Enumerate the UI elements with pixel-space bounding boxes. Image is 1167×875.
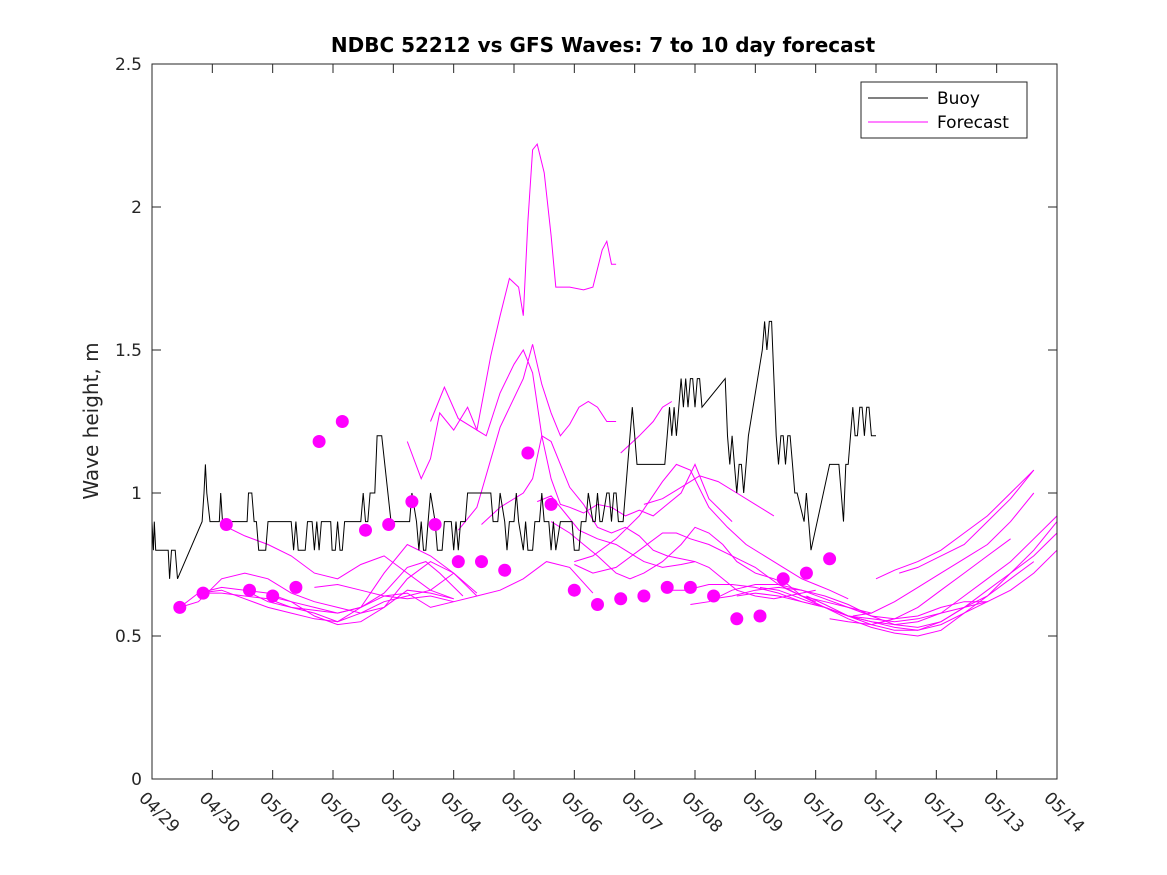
forecast-line: [406, 348, 733, 522]
chart-title: NDBC 52212 vs GFS Waves: 7 to 10 day for…: [331, 33, 876, 57]
forecast-marker: [544, 497, 558, 511]
forecast-line: [179, 561, 464, 614]
forecast-line: [314, 561, 594, 608]
forecast-marker: [637, 589, 651, 603]
forecast-line: [736, 549, 1057, 631]
forecast-line: [713, 561, 1035, 628]
forecast-marker: [219, 518, 233, 531]
buoy-line: [152, 320, 876, 579]
forecast-line: [179, 572, 454, 614]
plot-area: [152, 64, 1057, 779]
y-tick-label: 2: [131, 198, 142, 218]
legend-forecast-label: Forecast: [937, 113, 1009, 133]
forecast-marker: [196, 586, 210, 600]
forecast-marker: [428, 518, 442, 531]
forecast-line: [198, 592, 454, 614]
forecast-line: [690, 584, 988, 620]
y-tick-label: 0: [131, 770, 142, 790]
plot-frame: [151, 63, 1058, 780]
forecast-line: [829, 538, 1011, 626]
forecast-line: [759, 532, 1057, 631]
forecast-line: [481, 435, 696, 563]
forecast-line: [643, 475, 775, 517]
forecast-line: [620, 401, 673, 454]
forecast-line: [574, 463, 849, 600]
y-tick-label: 2.5: [115, 55, 142, 75]
y-axis-ticks: 0 0.5 1 1.5 2 2.5: [115, 55, 1057, 790]
forecast-marker: [683, 580, 697, 594]
forecast-marker: [567, 583, 581, 597]
forecast-line: [852, 492, 1035, 617]
y-axis-label: Wave height, m: [79, 342, 103, 499]
forecast-line: [430, 142, 617, 431]
forecast-line: [221, 524, 454, 600]
legend-buoy-label: Buoy: [937, 89, 980, 109]
forecast-marker: [521, 446, 535, 460]
forecast-line: [782, 520, 1057, 637]
forecast-marker: [382, 518, 396, 531]
y-tick-label: 1.5: [115, 341, 142, 361]
forecast-marker: [660, 580, 674, 594]
series-layer: [152, 142, 1057, 637]
forecast-marker: [753, 609, 767, 623]
forecast-line: [574, 532, 872, 614]
forecast-line: [875, 469, 1035, 580]
forecast-marker: [799, 566, 813, 580]
forecast-marker: [243, 583, 256, 597]
forecast-line: [267, 561, 478, 626]
legend-box: [860, 81, 1028, 139]
forecast-marker: [776, 572, 790, 586]
forecast-line: [457, 344, 617, 531]
forecast-marker: [475, 555, 488, 569]
forecast-marker: [614, 592, 628, 606]
legend: Buoy Forecast: [860, 81, 1028, 139]
forecast-marker: [591, 598, 604, 611]
forecast-line: [899, 469, 1035, 574]
forecast-marker: [173, 600, 187, 614]
forecast-line: [806, 515, 1057, 626]
forecast-marker: [451, 555, 465, 569]
forecast-marker: [312, 435, 326, 448]
forecast-marker: [823, 552, 837, 566]
forecast-marker: [405, 495, 419, 509]
forecast-marker: [498, 563, 512, 577]
forecast-marker: [359, 523, 372, 537]
forecast-line: [244, 543, 478, 623]
y-tick-label: 0.5: [115, 627, 142, 647]
forecast-marker: [730, 612, 744, 626]
forecast-marker: [289, 580, 303, 594]
forecast-marker: [335, 415, 349, 428]
forecast-marker: [707, 589, 721, 603]
forecast-marker: [266, 589, 280, 603]
y-tick-label: 1: [131, 484, 142, 504]
forecast-line: [537, 495, 816, 600]
